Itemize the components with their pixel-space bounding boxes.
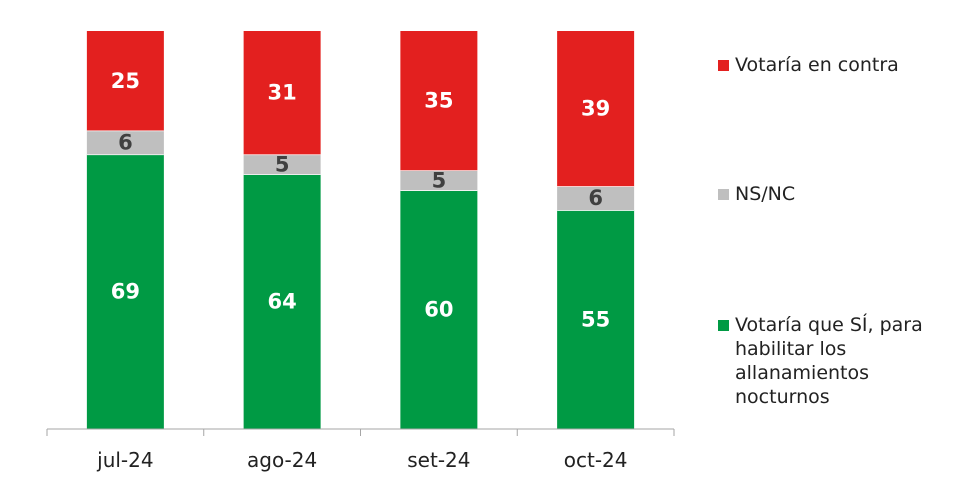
data-label: 35 bbox=[424, 89, 453, 113]
x-tick-label: oct-24 bbox=[564, 448, 628, 472]
data-label: 6 bbox=[588, 186, 603, 210]
x-tick-label: jul-24 bbox=[96, 448, 153, 472]
x-axis: jul-24 ago-24 set-24 oct-24 bbox=[46, 428, 675, 472]
legend-swatch-gray bbox=[718, 189, 729, 200]
legend-swatch-green bbox=[718, 320, 729, 331]
bar-segment bbox=[243, 174, 321, 429]
data-label: 5 bbox=[275, 152, 290, 176]
bars-group: 69 6 25 64 5 31 60 5 35 55 6 39 bbox=[86, 31, 635, 429]
bar-segment bbox=[557, 210, 635, 429]
data-label: 64 bbox=[268, 290, 297, 314]
legend-label: Votaría que SÍ, para habilitar los allan… bbox=[735, 314, 923, 408]
x-tick-label: set-24 bbox=[407, 448, 470, 472]
data-label: 55 bbox=[581, 308, 610, 332]
bar-segment bbox=[557, 31, 635, 187]
legend-label: Votaría en contra bbox=[735, 54, 899, 76]
data-label: 69 bbox=[111, 280, 140, 304]
data-label: 60 bbox=[424, 298, 453, 322]
data-label: 25 bbox=[111, 69, 140, 93]
bar-segment bbox=[400, 31, 478, 171]
legend-item-ns-nc: NS/NC bbox=[718, 182, 954, 206]
bar-segment bbox=[400, 170, 478, 191]
data-label: 31 bbox=[268, 81, 297, 105]
legend-label: NS/NC bbox=[735, 183, 796, 205]
bar-segment bbox=[400, 190, 478, 429]
x-tick-label: ago-24 bbox=[247, 448, 317, 472]
data-label: 6 bbox=[118, 130, 133, 154]
bar-segment bbox=[243, 154, 321, 175]
bar-segment bbox=[557, 186, 635, 211]
legend-swatch-red bbox=[718, 60, 729, 71]
bar-segment bbox=[86, 31, 164, 131]
data-label: 5 bbox=[432, 168, 447, 192]
data-label: 39 bbox=[581, 97, 610, 121]
legend-item-votaria-si: Votaría que SÍ, para habilitar los allan… bbox=[718, 313, 954, 409]
bar-segment bbox=[86, 154, 164, 429]
bar-segment bbox=[86, 130, 164, 155]
legend-item-votaria-en-contra: Votaría en contra bbox=[718, 53, 954, 77]
bar-segment bbox=[243, 31, 321, 155]
